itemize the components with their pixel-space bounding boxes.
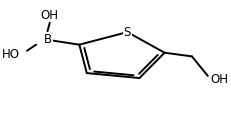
Text: S: S (123, 26, 131, 39)
Text: OH: OH (209, 73, 227, 86)
Text: HO: HO (2, 48, 20, 61)
Text: B: B (43, 33, 51, 46)
Text: OH: OH (41, 9, 58, 22)
